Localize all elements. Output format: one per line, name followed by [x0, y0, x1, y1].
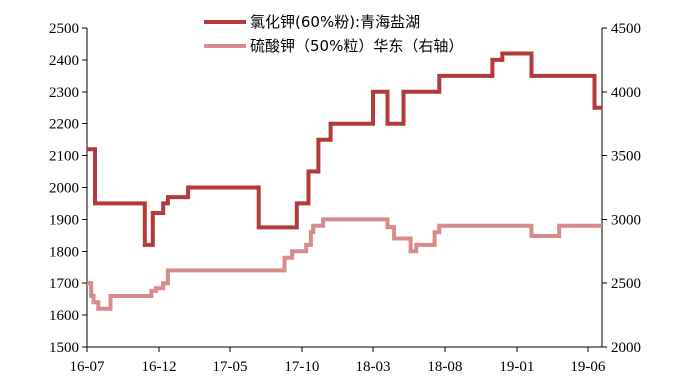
right-y-tick-label: 4000	[611, 85, 641, 101]
left-y-tick-label: 1600	[49, 308, 79, 324]
left-y-tick-label: 2500	[49, 21, 79, 37]
left-y-tick-label: 1800	[49, 244, 79, 260]
left-y-tick-label: 1900	[49, 212, 79, 228]
axes: 1500 1600 1700 1800 1900 2000 2100 2200 2300 2400…	[49, 21, 641, 375]
x-tick-label: 17-05	[212, 359, 247, 375]
series-line-kcl	[87, 51, 602, 247]
right-y-tick-label: 4500	[611, 21, 641, 37]
left-y-tick-label: 1700	[49, 276, 79, 292]
legend: 氯化钾(60%粉):青海盐湖 硫酸钾（50%粒）华东（右轴）	[204, 13, 463, 55]
left-y-tick-label: 2300	[49, 85, 79, 101]
right-y-tick-label: 3000	[611, 212, 641, 228]
x-tick-label: 18-03	[355, 359, 390, 375]
x-tick-label: 18-08	[427, 359, 462, 375]
x-tick-label: 16-07	[70, 359, 105, 375]
right-y-tick-label: 2000	[611, 340, 641, 356]
series-line-k2so4	[87, 217, 602, 311]
series-layer	[87, 51, 602, 311]
x-tick-label: 19-06	[570, 359, 605, 375]
legend-label-kcl: 氯化钾(60%粉):青海盐湖	[250, 13, 420, 31]
left-y-tick-label: 2400	[49, 53, 79, 69]
x-tick-label: 17-10	[284, 359, 319, 375]
right-y-tick-label: 3500	[611, 149, 641, 165]
left-y-tick-label: 2100	[49, 149, 79, 165]
right-y-tick-label: 2500	[611, 276, 641, 292]
x-tick-label: 16-12	[141, 359, 176, 375]
left-y-tick-label: 2000	[49, 181, 79, 197]
left-y-tick-label: 1500	[49, 340, 79, 356]
left-y-tick-label: 2200	[49, 117, 79, 133]
legend-label-k2so4: 硫酸钾（50%粒）华东（右轴）	[250, 37, 463, 55]
x-tick-label: 19-01	[499, 359, 534, 375]
